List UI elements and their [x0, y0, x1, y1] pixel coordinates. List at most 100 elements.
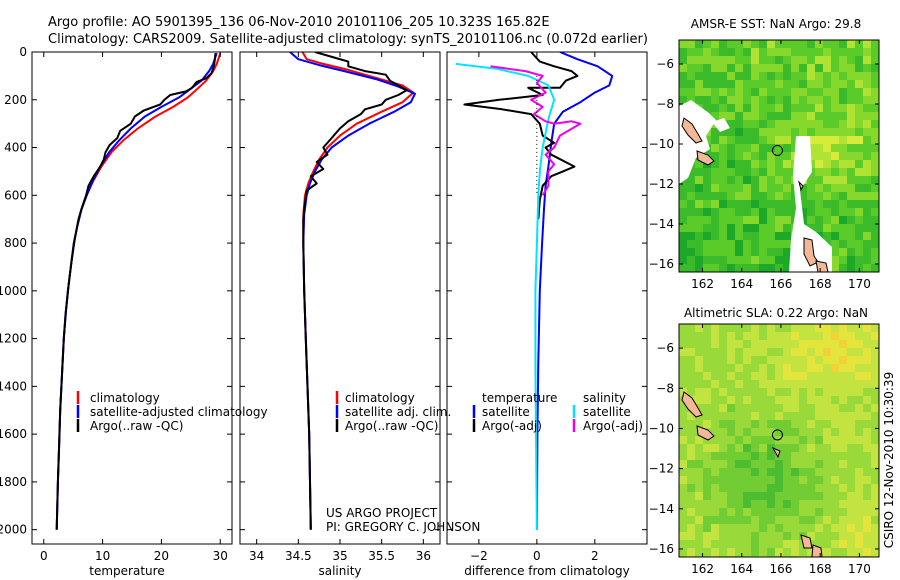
map-cell: [871, 372, 879, 380]
map-cell: [775, 460, 783, 468]
map-cell: [751, 460, 759, 468]
map-cell: [855, 112, 863, 120]
map-cell: [743, 48, 751, 56]
map-cell: [839, 356, 847, 364]
map-cell: [847, 40, 855, 48]
map-cell: [687, 484, 695, 492]
timestamp-label: CSIRO 12-Nov-2010 10:30:39: [882, 372, 896, 548]
map-cell: [703, 412, 711, 420]
map-cell: [727, 136, 735, 144]
map-cell: [807, 128, 815, 136]
map-cell: [679, 508, 687, 516]
salinity-legend: climatology satellite adj. clim. Argo(..…: [335, 391, 451, 433]
map-cell: [687, 72, 695, 80]
map-cell: [855, 460, 863, 468]
map-cell: [799, 516, 807, 524]
map-cell: [703, 248, 711, 256]
map-cell: [791, 380, 799, 388]
map-cell: [807, 192, 815, 200]
map-cell: [823, 476, 831, 484]
map-cell: [815, 468, 823, 476]
legend-label-sal-satellite: satellite: [583, 405, 631, 419]
map-cell: [751, 396, 759, 404]
map-cell: [751, 340, 759, 348]
sla-map-area: [679, 324, 879, 557]
map-cell: [831, 216, 839, 224]
map-cell: [695, 216, 703, 224]
map-cell: [743, 136, 751, 144]
map-cell: [871, 248, 879, 256]
map-cell: [871, 484, 879, 492]
map-cell: [759, 516, 767, 524]
map-cell: [847, 184, 855, 192]
map-cell: [855, 168, 863, 176]
map-cell: [791, 112, 799, 120]
map-cell: [751, 356, 759, 364]
map-cell: [815, 332, 823, 340]
map-cell: [863, 532, 871, 540]
map-cell: [799, 372, 807, 380]
map-cell: [799, 104, 807, 112]
map-cell: [847, 144, 855, 152]
map-cell: [719, 540, 727, 548]
map-cell: [863, 248, 871, 256]
map-cell: [719, 160, 727, 168]
map-cell: [727, 516, 735, 524]
map-cell: [727, 200, 735, 208]
map-cell: [783, 144, 791, 152]
map-cell: [823, 128, 831, 136]
map-cell: [839, 540, 847, 548]
map-cell: [743, 404, 751, 412]
map-cell: [807, 476, 815, 484]
map-cell: [703, 240, 711, 248]
map-cell: [743, 436, 751, 444]
map-cell: [735, 524, 743, 532]
map-cell: [815, 388, 823, 396]
map-cell: [687, 216, 695, 224]
map-cell: [727, 372, 735, 380]
map-cell: [695, 356, 703, 364]
map-cell: [743, 380, 751, 388]
map-cell: [687, 476, 695, 484]
map-cell: [743, 240, 751, 248]
map-cell: [791, 364, 799, 372]
map-cell: [799, 548, 807, 556]
map-cell: [855, 240, 863, 248]
map-cell: [783, 436, 791, 444]
map-cell: [759, 144, 767, 152]
map-cell: [727, 428, 735, 436]
map-cell: [815, 524, 823, 532]
map-cell: [863, 420, 871, 428]
map-cell: [679, 200, 687, 208]
map-cell: [823, 372, 831, 380]
map-cell: [711, 40, 719, 48]
map-cell: [727, 72, 735, 80]
map-cell: [783, 460, 791, 468]
map-cell: [823, 40, 831, 48]
map-cell: [751, 332, 759, 340]
depth-tick-label: 1200: [0, 332, 27, 346]
x-tick-label: 20: [154, 549, 169, 563]
map-cell: [847, 396, 855, 404]
map-cell: [839, 192, 847, 200]
map-cell: [831, 524, 839, 532]
map-cell: [711, 404, 719, 412]
map-cell: [687, 184, 695, 192]
map-cell: [719, 388, 727, 396]
map-cell: [823, 332, 831, 340]
map-cell: [807, 484, 815, 492]
map-cell: [679, 340, 687, 348]
map-cell: [767, 348, 775, 356]
map-cell: [807, 200, 815, 208]
map-cell: [863, 332, 871, 340]
map-cell: [751, 380, 759, 388]
map-cell: [799, 324, 807, 332]
map-cell: [871, 40, 879, 48]
map-cell: [863, 208, 871, 216]
map-cell: [703, 224, 711, 232]
map-cell: [815, 168, 823, 176]
map-cell: [679, 256, 687, 264]
map-cell: [847, 436, 855, 444]
map-cell: [791, 428, 799, 436]
map-cell: [855, 476, 863, 484]
